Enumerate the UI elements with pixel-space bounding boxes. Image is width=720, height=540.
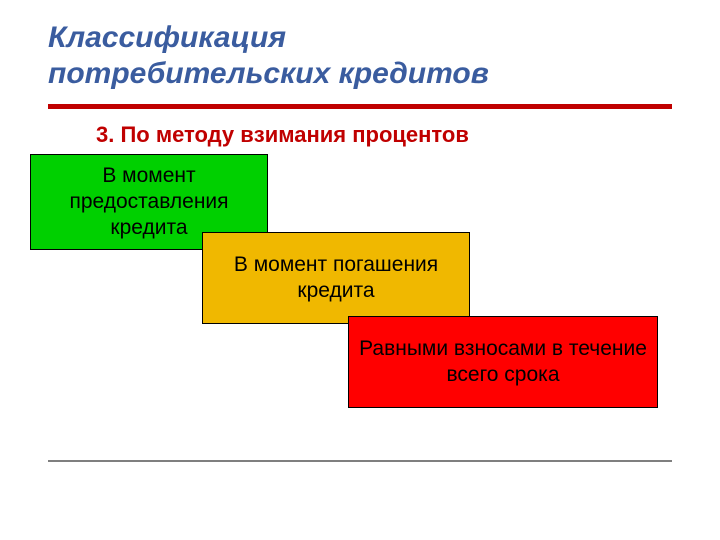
slide-title: Классификация потребительских кредитов <box>48 20 668 92</box>
subtitle: 3. По методу взимания процентов <box>96 122 469 148</box>
box-3: Равными взносами в течение всего срока <box>348 316 658 408</box>
slide: Классификация потребительских кредитов 3… <box>0 0 720 540</box>
rule-bottom <box>48 460 672 462</box>
rule-top <box>48 104 672 109</box>
box-2: В момент погашения кредита <box>202 232 470 324</box>
box-3-text: Равными взносами в течение всего срока <box>359 336 647 389</box>
title-line2: потребительских кредитов <box>48 57 489 90</box>
title-line1: Классификация <box>48 21 286 54</box>
box-2-text: В момент погашения кредита <box>213 252 459 305</box>
box-1-text: В момент предоставления кредита <box>41 163 257 242</box>
